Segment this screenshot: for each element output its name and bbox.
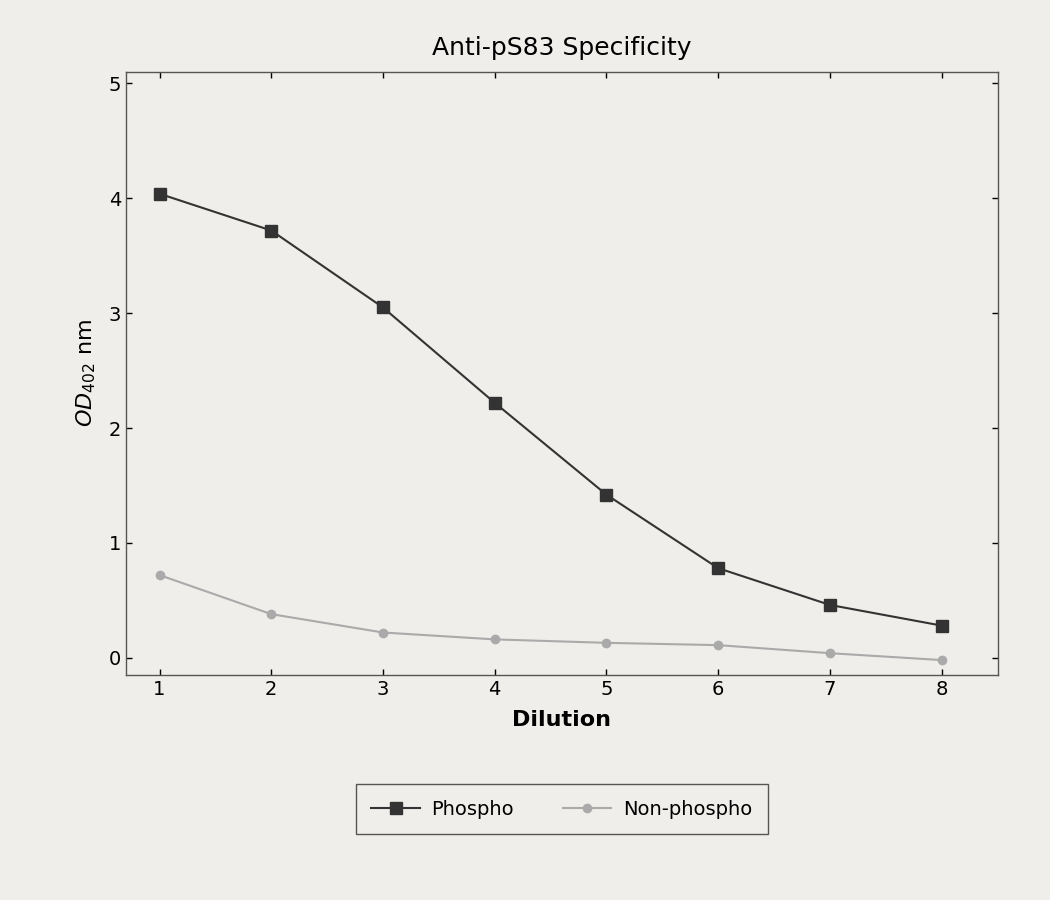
Legend: Phospho, Non-phospho: Phospho, Non-phospho — [356, 784, 768, 834]
Y-axis label: $OD_{402}$ nm: $OD_{402}$ nm — [74, 320, 98, 428]
X-axis label: Dilution: Dilution — [512, 710, 611, 730]
Title: Anti-pS83 Specificity: Anti-pS83 Specificity — [432, 36, 692, 60]
